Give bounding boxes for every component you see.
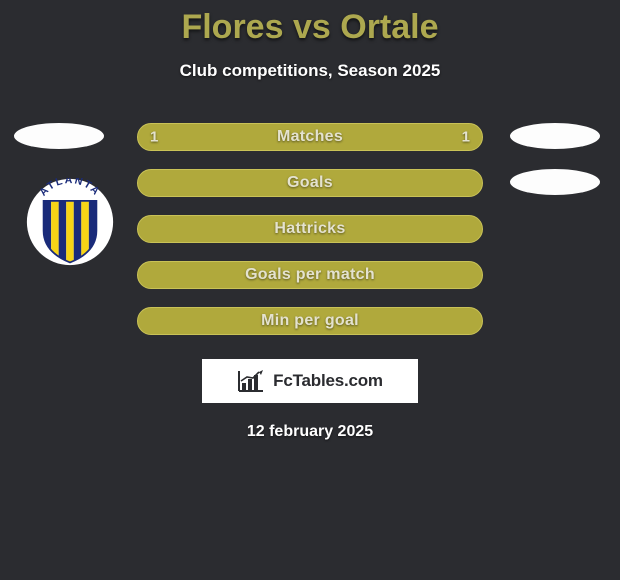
title-player1: Flores: [181, 8, 283, 46]
title-player2: Ortale: [340, 8, 438, 46]
stat-label: Min per goal: [261, 312, 359, 330]
stat-row: 1 Matches 1: [0, 123, 620, 151]
stat-label: Hattricks: [274, 220, 345, 238]
subtitle: Club competitions, Season 2025: [0, 61, 620, 81]
date-text: 12 february 2025: [0, 423, 620, 441]
stat-value-left: 1: [150, 129, 158, 146]
brand-text: FcTables.com: [273, 371, 383, 391]
stat-bar: Goals per match: [137, 261, 483, 289]
stat-bar: Goals: [137, 169, 483, 197]
player-badge-right: [510, 169, 600, 195]
club-logo: ATLANTA: [26, 178, 114, 266]
page-title: Flores vs Ortale: [0, 0, 620, 47]
player-badge-right: [510, 123, 600, 149]
stat-label: Matches: [277, 128, 343, 146]
stat-label: Goals per match: [245, 266, 375, 284]
stat-value-right: 1: [462, 129, 470, 146]
chart-icon: [237, 369, 265, 393]
player-badge-left: [14, 123, 104, 149]
brand-box: FcTables.com: [202, 359, 418, 403]
title-vs: vs: [293, 8, 331, 46]
stat-row: Min per goal: [0, 307, 620, 335]
stat-bar: Hattricks: [137, 215, 483, 243]
stat-label: Goals: [287, 174, 333, 192]
stat-bar: 1 Matches 1: [137, 123, 483, 151]
stat-bar: Min per goal: [137, 307, 483, 335]
